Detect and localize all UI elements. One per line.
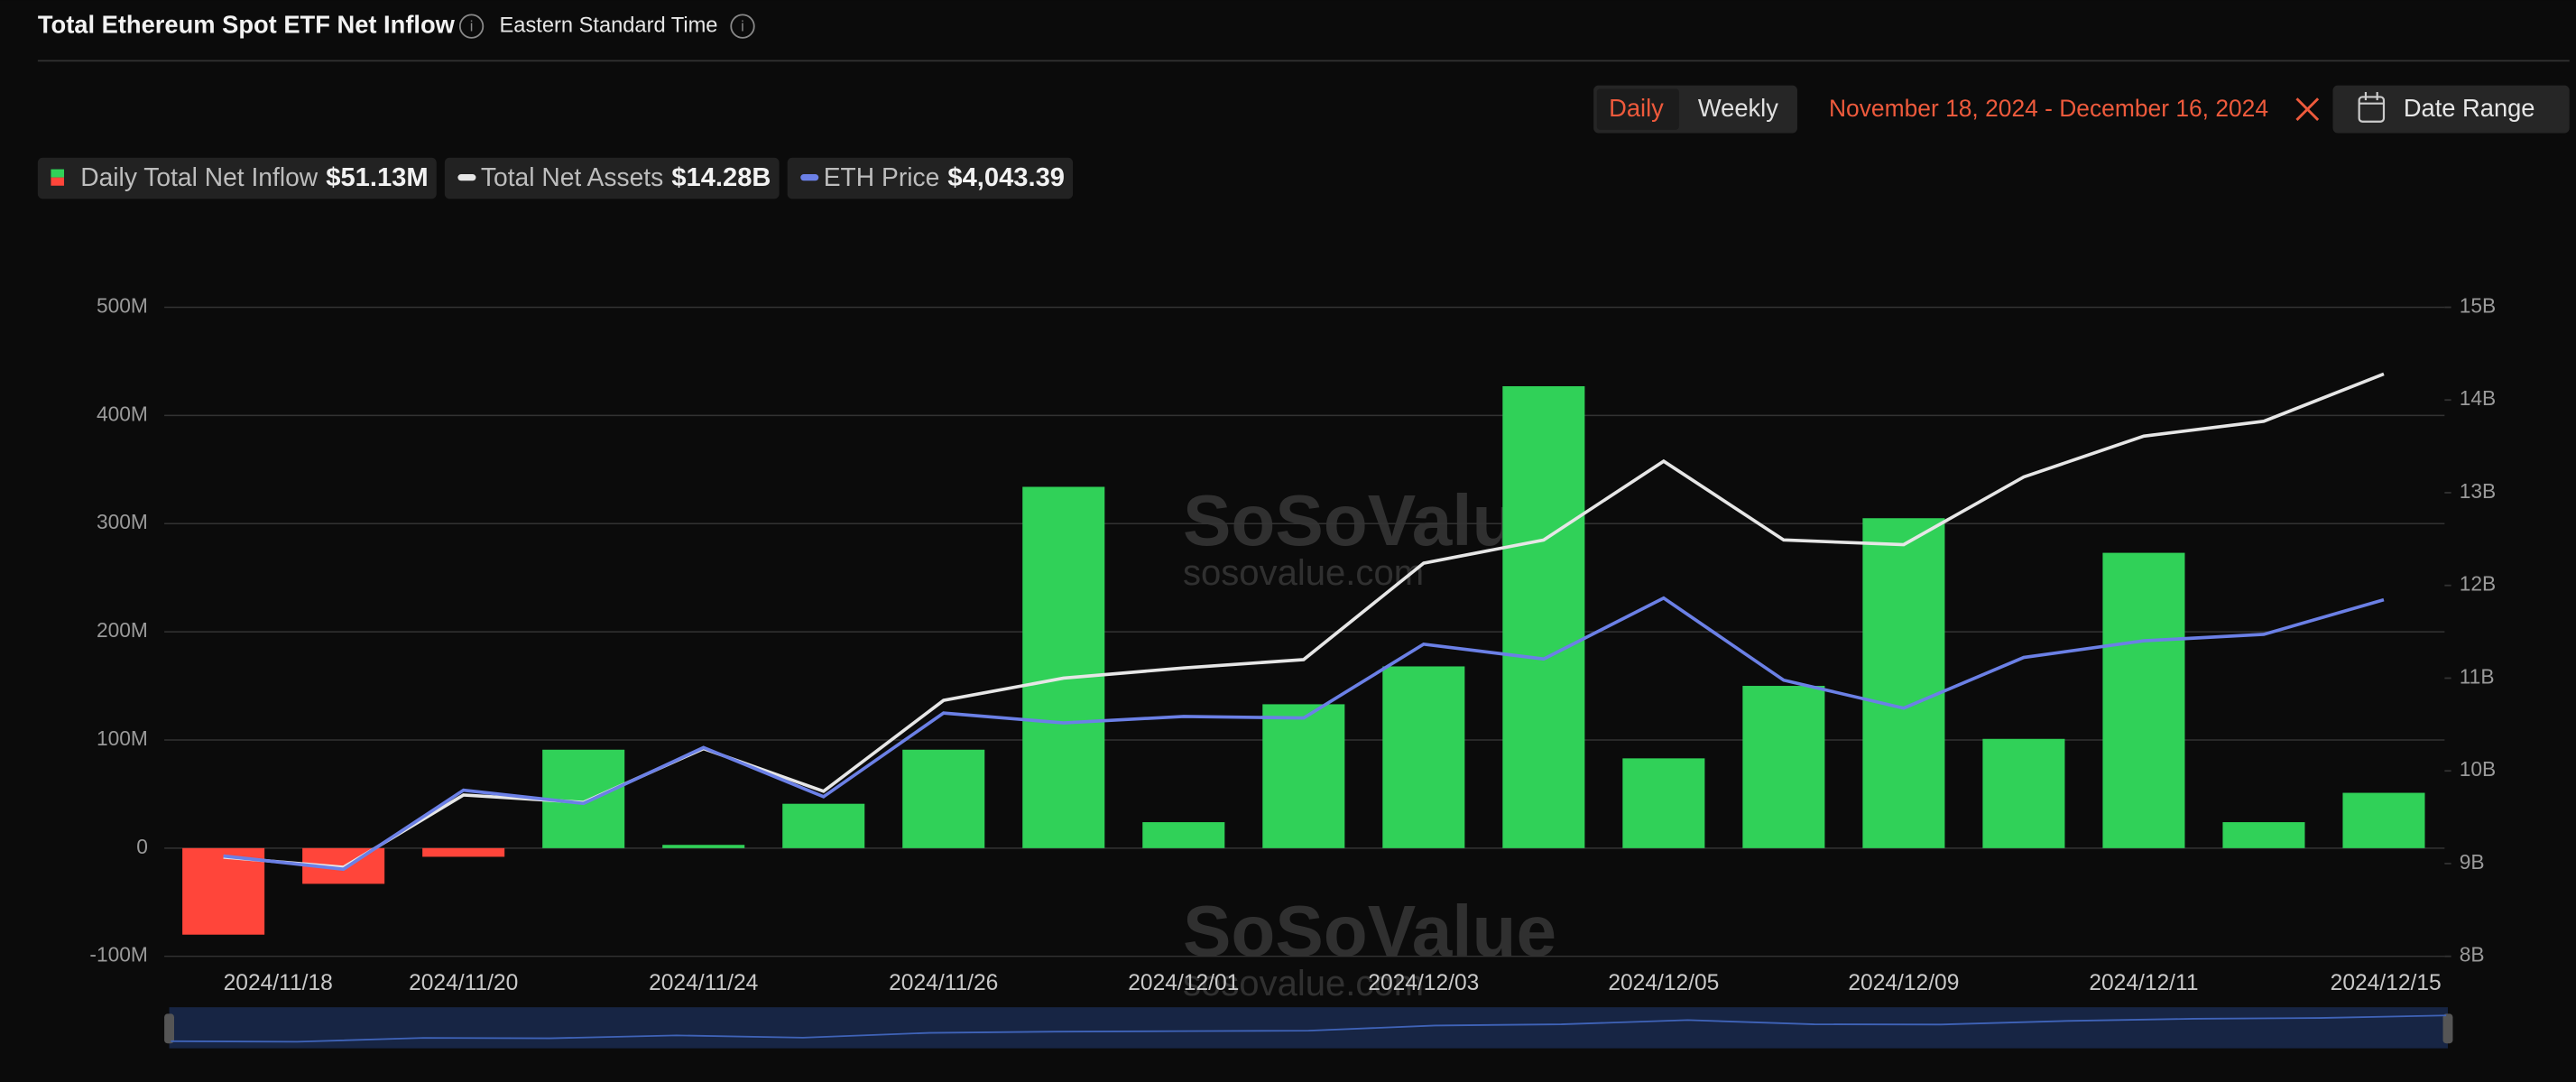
legend-swatch — [51, 169, 65, 178]
y-tick-label: 0 — [136, 835, 148, 858]
legend-swatch — [51, 177, 65, 186]
daily-label[interactable]: Daily — [1609, 94, 1664, 122]
bar — [422, 847, 505, 857]
legend-item: Total Net Assets $14.28B — [444, 157, 780, 199]
bar — [2342, 792, 2425, 848]
watermark-site: sosovalue.com — [1183, 964, 1424, 1003]
navigator-handle[interactable] — [164, 1013, 175, 1044]
y2-tick-label: 11B — [2460, 664, 2495, 688]
bar — [2102, 552, 2185, 848]
weekly-button[interactable]: Weekly — [1698, 94, 1778, 122]
info-icon[interactable]: i — [458, 14, 485, 39]
bar — [182, 847, 265, 935]
x-tick-label: 2024/11/20 — [409, 971, 518, 995]
watermark: SoSoValue sosovalue.com SoSoValue sosova… — [1183, 479, 1556, 1003]
x-tick-label: 2024/12/01 — [1128, 971, 1239, 995]
bar — [1262, 704, 1345, 848]
svg-text:i: i — [470, 18, 474, 34]
x-tick-label: 2024/11/24 — [649, 971, 758, 995]
y2-tick-label: 8B — [2460, 943, 2485, 966]
bar — [1622, 758, 1705, 848]
bar — [902, 749, 985, 848]
date-range-button[interactable] — [2332, 85, 2570, 134]
x-tick-label: 2024/12/05 — [1608, 971, 1719, 995]
legend-chip — [37, 157, 437, 199]
y2-tick-label: 14B — [2460, 386, 2496, 410]
legend-chip — [444, 157, 780, 199]
y2-tick-label: 15B — [2460, 294, 2496, 318]
x-tick-label: 2024/11/18 — [224, 971, 333, 995]
legend-name: Total Net Assets — [481, 162, 663, 191]
y2-tick-label: 9B — [2460, 850, 2485, 874]
legend-item: ETH Price $4,043.39 — [787, 157, 1074, 199]
navigator-handle[interactable] — [2442, 1013, 2453, 1044]
chart-title: Total Ethereum Spot ETF Net Inflow — [38, 10, 456, 38]
bar — [1022, 486, 1105, 848]
x-tick-label: 2024/12/09 — [1848, 971, 1959, 995]
watermark-brand: SoSoValue — [1183, 890, 1556, 971]
bar — [1382, 666, 1465, 848]
y2-tick-label: 12B — [2460, 572, 2496, 596]
timezone: Eastern Standard Time — [500, 14, 718, 37]
daily-button[interactable] — [1596, 88, 1679, 130]
svg-text:i: i — [741, 18, 744, 34]
y-tick-label: 500M — [97, 294, 148, 318]
calendar-icon — [2358, 91, 2386, 123]
navigator-line — [171, 1014, 2447, 1043]
legend-item: Daily Total Net Inflow $51.13M — [37, 157, 437, 199]
y-tick-label: 400M — [97, 402, 148, 425]
legend-swatch — [800, 174, 819, 181]
y2-tick-label: 13B — [2460, 479, 2496, 503]
legend-name: ETH Price — [824, 162, 940, 191]
legend-value: $14.28B — [671, 163, 771, 192]
info-icon[interactable]: i — [730, 14, 755, 39]
bar — [1982, 738, 2065, 848]
line — [223, 596, 2385, 872]
y2-tick-label: 10B — [2460, 757, 2496, 781]
bar — [2222, 822, 2305, 848]
bar — [782, 803, 865, 848]
bar — [662, 845, 745, 848]
navigator[interactable] — [169, 1007, 2448, 1049]
date-range-text: November 18, 2024 - December 16, 2024 — [1829, 95, 2268, 122]
bar — [1862, 518, 1945, 848]
y-tick-label: 100M — [97, 726, 148, 750]
bar — [1142, 822, 1225, 848]
watermark-brand: SoSoValue — [1183, 479, 1556, 560]
clear-button[interactable] — [2295, 97, 2320, 121]
watermark-site: sosovalue.com — [1183, 553, 1424, 593]
legend-chip — [787, 157, 1074, 199]
legend-value: $4,043.39 — [947, 163, 1065, 192]
legend-value: $51.13M — [326, 163, 428, 192]
y-tick-label: -100M — [89, 943, 147, 966]
bar — [1742, 686, 1825, 848]
x-tick-label: 2024/12/15 — [2331, 971, 2442, 995]
x-tick-label: 2024/12/03 — [1368, 971, 1479, 995]
bar — [1502, 385, 1585, 848]
legend-name: Daily Total Net Inflow — [80, 162, 319, 191]
date-range-label[interactable]: Date Range — [2404, 94, 2535, 122]
x-tick-label: 2024/12/11 — [2089, 971, 2198, 995]
x-tick-label: 2024/11/26 — [889, 971, 998, 995]
legend-swatch — [457, 174, 476, 181]
y-tick-label: 200M — [97, 618, 148, 642]
y-tick-label: 300M — [97, 510, 148, 533]
